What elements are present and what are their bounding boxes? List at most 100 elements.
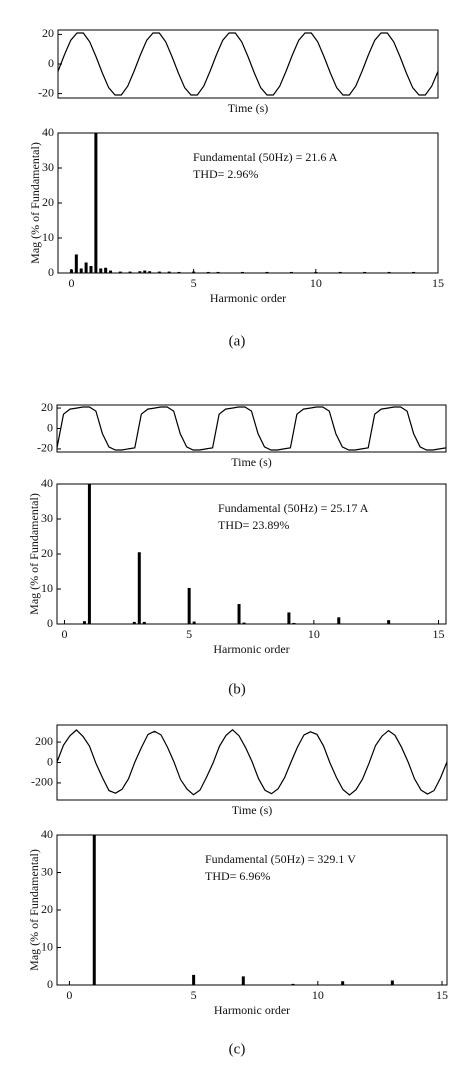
y-tick-label: 20 — [42, 195, 54, 209]
x-tick-label: 0 — [61, 627, 67, 641]
x-axis-label: Harmonic order — [213, 642, 289, 656]
axes-box — [57, 29, 439, 99]
bar — [237, 604, 241, 624]
y-tick-label: 0 — [47, 754, 53, 768]
bar — [287, 612, 291, 624]
x-tick-label: 10 — [310, 276, 322, 290]
caption: (a) — [229, 333, 246, 349]
bar — [341, 981, 345, 985]
bar — [74, 254, 78, 273]
bar — [387, 620, 391, 624]
bar — [206, 271, 210, 273]
y-tick-label: 40 — [42, 125, 54, 139]
waveform — [56, 406, 447, 451]
bar — [157, 271, 161, 273]
bar — [104, 267, 108, 273]
y-tick-label: 20 — [41, 546, 53, 560]
bar — [265, 271, 269, 273]
bar — [118, 271, 122, 273]
bar — [177, 271, 181, 273]
y-tick-label: -200 — [31, 775, 53, 789]
bar — [292, 622, 296, 624]
bar — [338, 271, 342, 273]
x-tick-label: 10 — [308, 627, 320, 641]
bar — [412, 271, 416, 273]
caption: (b) — [228, 681, 246, 697]
y-tick-label: 30 — [42, 160, 54, 174]
bar — [363, 271, 367, 273]
bar — [387, 271, 391, 273]
annotation: THD= 6.96% — [205, 869, 270, 883]
x-tick-label: 5 — [186, 627, 192, 641]
waveform — [56, 728, 448, 796]
x-tick-label: 15 — [433, 627, 445, 641]
annotation: THD= 2.96% — [193, 167, 258, 181]
bar — [216, 271, 220, 273]
bar — [82, 621, 86, 624]
x-tick-label: 15 — [432, 276, 444, 290]
x-tick-label: 5 — [191, 276, 197, 290]
bar — [99, 268, 103, 273]
bar — [137, 552, 141, 624]
y-tick-label: 30 — [41, 511, 53, 525]
y-tick-label: 40 — [41, 827, 53, 841]
bar — [138, 271, 142, 273]
x-tick-label: 10 — [312, 988, 324, 1002]
y-tick-label: 200 — [35, 734, 53, 748]
bar — [241, 271, 245, 273]
x-tick-label: 0 — [68, 276, 74, 290]
bar — [143, 270, 147, 273]
bar — [109, 270, 113, 273]
y-tick-label: -20 — [37, 441, 53, 455]
y-tick-label: 10 — [41, 939, 53, 953]
x-axis-label: Harmonic order — [210, 291, 286, 305]
x-axis-label: Time (s) — [232, 803, 273, 817]
annotation: Fundamental (50Hz) = 25.17 A — [218, 501, 369, 515]
y-tick-label: 20 — [41, 902, 53, 916]
y-tick-label: 30 — [41, 864, 53, 878]
y-tick-label: 10 — [42, 230, 54, 244]
bar — [192, 974, 196, 985]
bar — [148, 271, 152, 273]
y-tick-label: 20 — [41, 400, 53, 414]
y-tick-label: 0 — [47, 977, 53, 991]
bar — [142, 621, 146, 624]
bar — [167, 271, 171, 273]
bar — [94, 133, 98, 273]
x-tick-label: 15 — [436, 988, 448, 1002]
annotation: Fundamental (50Hz) = 329.1 V — [205, 852, 356, 866]
x-axis-label: Time (s) — [231, 455, 272, 469]
annotation: THD= 23.89% — [218, 518, 289, 532]
bar — [289, 271, 293, 273]
x-tick-label: 0 — [66, 988, 72, 1002]
bar — [132, 621, 136, 624]
bar — [242, 622, 246, 624]
waveform — [57, 32, 439, 96]
y-tick-label: 0 — [47, 420, 53, 434]
y-tick-label: -20 — [38, 85, 54, 99]
y-tick-label: 10 — [41, 581, 53, 595]
y-axis-label: Mag (% of Fundamental) — [27, 849, 41, 971]
bar — [337, 617, 341, 624]
bar — [84, 262, 88, 273]
bar — [241, 976, 245, 985]
y-axis-label: Mag (% of Fundamental) — [28, 142, 42, 264]
bar — [79, 268, 83, 273]
annotation: Fundamental (50Hz) = 21.6 A — [193, 150, 338, 164]
y-tick-label: 0 — [48, 56, 54, 70]
x-axis-label: Time (s) — [228, 101, 269, 115]
y-axis-label: Mag (% of Fundamental) — [27, 493, 41, 615]
y-tick-label: 0 — [48, 265, 54, 279]
bar — [187, 587, 191, 624]
bar — [390, 980, 394, 985]
y-tick-label: 40 — [41, 476, 53, 490]
bar — [291, 983, 295, 985]
bar — [89, 266, 93, 273]
x-axis-label: Harmonic order — [214, 1003, 290, 1017]
bar — [87, 484, 91, 624]
caption: (c) — [229, 1041, 246, 1057]
bar — [128, 271, 132, 273]
y-tick-label: 20 — [42, 26, 54, 40]
x-tick-label: 5 — [191, 988, 197, 1002]
